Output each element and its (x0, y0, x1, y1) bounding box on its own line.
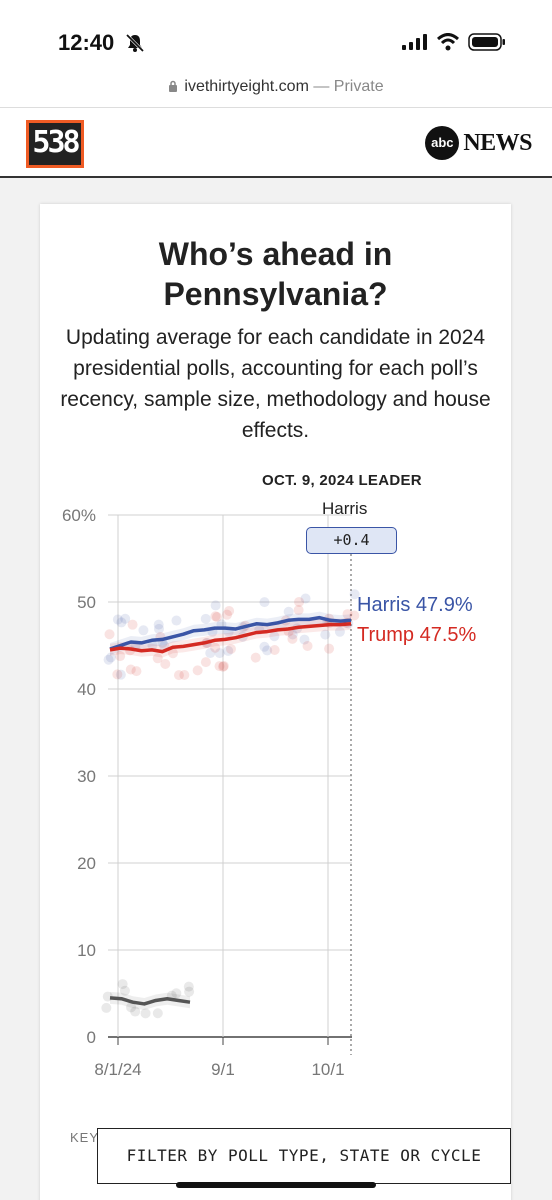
private-label: Private (333, 78, 384, 95)
lock-icon (169, 80, 178, 92)
url-text: ivethirtyeight.com (184, 78, 309, 95)
key-label: KEY (70, 1130, 100, 1145)
status-bar: 12:40 (0, 0, 552, 78)
abc-badge: abc (425, 126, 460, 160)
card-title: Who’s ahead in Pennsylvania? (40, 234, 511, 314)
news-wordmark: NEWS (463, 129, 532, 156)
url-separator: — (308, 78, 334, 95)
site-header: 538 abc NEWS (0, 108, 552, 178)
polling-card: Who’s ahead in Pennsylvania? Updating av… (40, 204, 511, 1200)
status-time: 12:40 (58, 30, 115, 55)
wifi-icon (436, 33, 460, 51)
muted-bell-icon (125, 33, 145, 53)
card-subtitle: Updating average for each candidate in 2… (60, 326, 491, 442)
title-line-2: Pennsylvania? (163, 276, 388, 312)
filter-button[interactable]: FILTER BY POLL TYPE, STATE OR CYCLE (97, 1128, 511, 1184)
title-line-1: Who’s ahead in (158, 236, 393, 272)
address-bar[interactable]: ivethirtyeight.com — Private (0, 74, 552, 108)
538-logo[interactable]: 538 (26, 120, 84, 168)
abc-news-logo[interactable]: abc NEWS (425, 126, 532, 160)
home-indicator[interactable] (176, 1182, 376, 1188)
cellular-signal-icon (402, 34, 427, 50)
battery-icon (468, 33, 505, 51)
